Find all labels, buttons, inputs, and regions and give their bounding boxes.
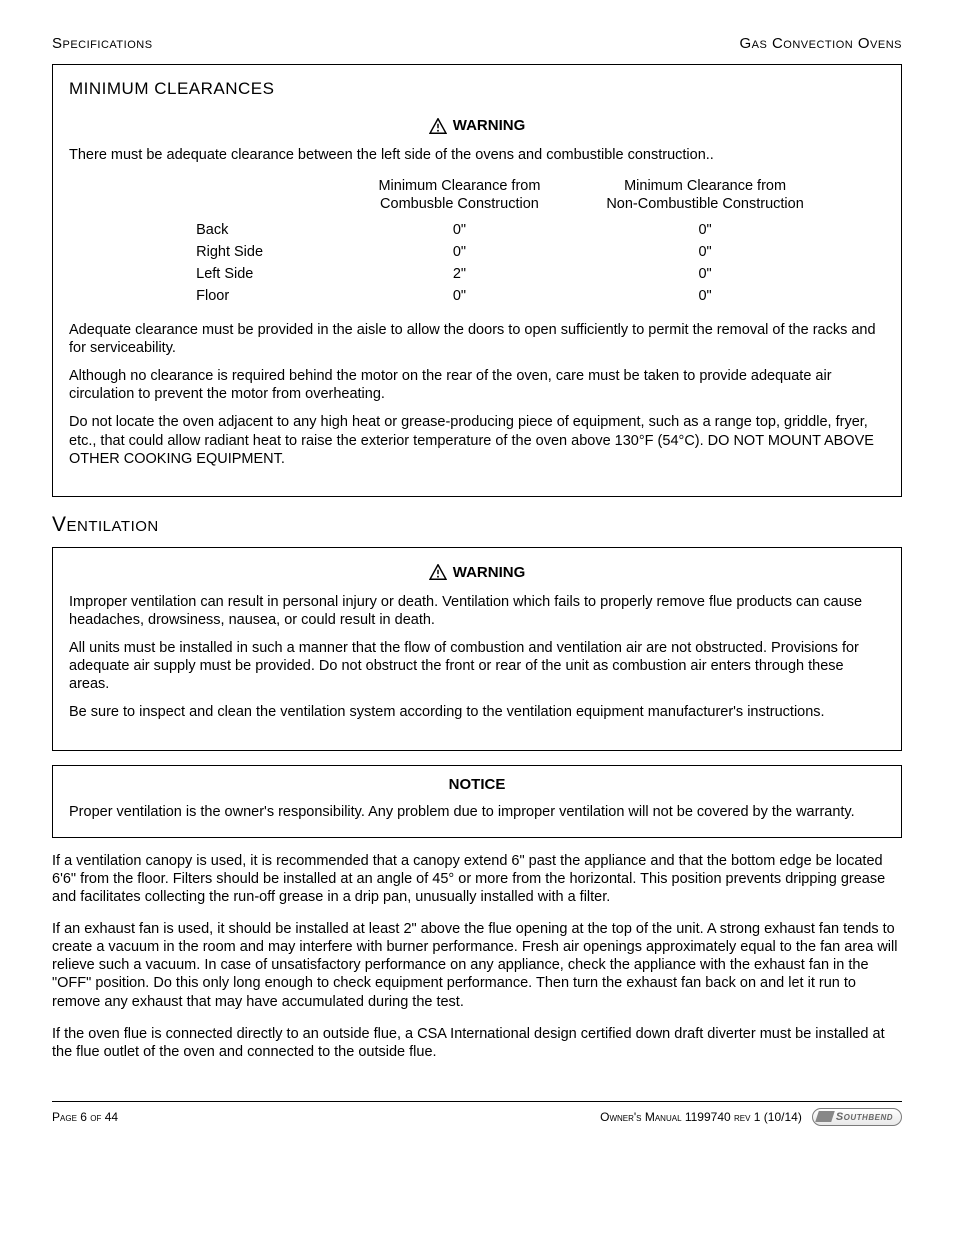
col2-header: Minimum Clearance from Non-Combustible C… — [582, 178, 828, 219]
brand-logo: Southbend — [812, 1108, 902, 1126]
page-footer: Page 6 of 44 Owner's Manual 1199740 rev … — [52, 1101, 902, 1126]
warning-icon — [429, 118, 447, 134]
box1-title: MINIMUM CLEARANCES — [69, 79, 885, 99]
box3-p1: Proper ventilation is the owner's respon… — [69, 803, 885, 821]
header-left: Specifications — [52, 35, 153, 52]
ventilation-warning-box: WARNING Improper ventilation can result … — [52, 547, 902, 751]
warning-icon — [429, 564, 447, 580]
clearance-table: Minimum Clearance from Combusble Constru… — [126, 178, 828, 307]
minimum-clearances-box: MINIMUM CLEARANCES WARNING There must be… — [52, 64, 902, 497]
table-row: Floor 0" 0" — [126, 285, 828, 307]
footer-manual: Owner's Manual 1199740 rev 1 (10/14) — [118, 1110, 812, 1124]
footer-page: Page 6 of 44 — [52, 1110, 118, 1124]
notice-label: NOTICE — [69, 776, 885, 793]
header-right: Gas Convection Ovens — [739, 35, 902, 52]
warning-label-1: WARNING — [453, 117, 526, 134]
box2-p2: All units must be installed in such a ma… — [69, 639, 885, 693]
box1-p1: Adequate clearance must be provided in t… — [69, 321, 885, 357]
table-row: Right Side 0" 0" — [126, 241, 828, 263]
brand-name: Southbend — [836, 1111, 893, 1123]
box2-p1: Improper ventilation can result in perso… — [69, 593, 885, 629]
body-p3: If the oven flue is connected directly t… — [52, 1025, 902, 1061]
body-p2: If an exhaust fan is used, it should be … — [52, 920, 902, 1011]
notice-box: NOTICE Proper ventilation is the owner's… — [52, 765, 902, 838]
ventilation-heading: Ventilation — [52, 513, 902, 537]
table-row: Back 0" 0" — [126, 219, 828, 241]
body-p1: If a ventilation canopy is used, it is r… — [52, 852, 902, 906]
logo-flag-icon — [815, 1111, 835, 1122]
table-row: Left Side 2" 0" — [126, 263, 828, 285]
box1-p3: Do not locate the oven adjacent to any h… — [69, 413, 885, 467]
box1-p2: Although no clearance is required behind… — [69, 367, 885, 403]
warning-line-1: WARNING — [69, 117, 885, 134]
page-header: Specifications Gas Convection Ovens — [52, 35, 902, 52]
warning-label-2: WARNING — [453, 564, 526, 581]
box2-p3: Be sure to inspect and clean the ventila… — [69, 703, 885, 721]
box1-intro: There must be adequate clearance between… — [69, 146, 885, 164]
col1-header: Minimum Clearance from Combusble Constru… — [337, 178, 583, 219]
warning-line-2: WARNING — [69, 564, 885, 581]
